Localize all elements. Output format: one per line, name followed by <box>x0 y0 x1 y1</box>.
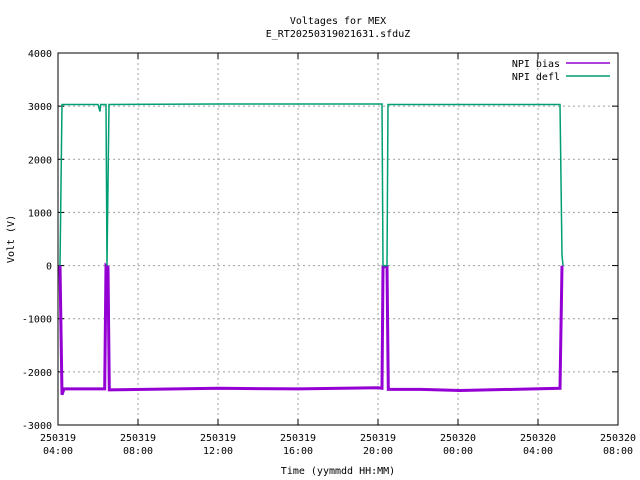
y-tick-label: 4000 <box>28 49 52 60</box>
chart-title: Voltages for MEX <box>290 16 386 27</box>
data-line <box>58 262 564 396</box>
y-tick-label: 1000 <box>28 208 52 219</box>
y-tick-label: 0 <box>46 262 52 273</box>
x-tick-label: 250319 16:00 <box>280 433 316 457</box>
x-tick-label: 250319 20:00 <box>360 433 396 457</box>
x-tick-label: 250320 04:00 <box>520 433 556 457</box>
x-tick-label: 250319 04:00 <box>40 433 76 457</box>
y-tick-label: -2000 <box>22 368 52 379</box>
y-tick-label: -1000 <box>22 315 52 326</box>
x-tick-label: 250320 08:00 <box>600 433 636 457</box>
y-tick-label: 3000 <box>28 102 52 113</box>
y-axis-label: Volt (V) <box>6 215 17 263</box>
x-axis-label: Time (yymmdd HH:MM) <box>281 466 395 477</box>
x-tick-label: 250319 12:00 <box>200 433 236 457</box>
legend-label: NPI defl <box>512 72 560 83</box>
x-tick-label: 250320 00:00 <box>440 433 476 457</box>
data-line <box>59 103 564 267</box>
legend-label: NPI bias <box>512 59 560 70</box>
y-tick-label: 2000 <box>28 155 52 166</box>
plot-frame <box>57 52 619 426</box>
x-tick-label: 250319 08:00 <box>120 433 156 457</box>
y-tick-label: -3000 <box>22 421 52 432</box>
chart-subtitle: E_RT20250319021631.sfduZ <box>266 29 411 40</box>
